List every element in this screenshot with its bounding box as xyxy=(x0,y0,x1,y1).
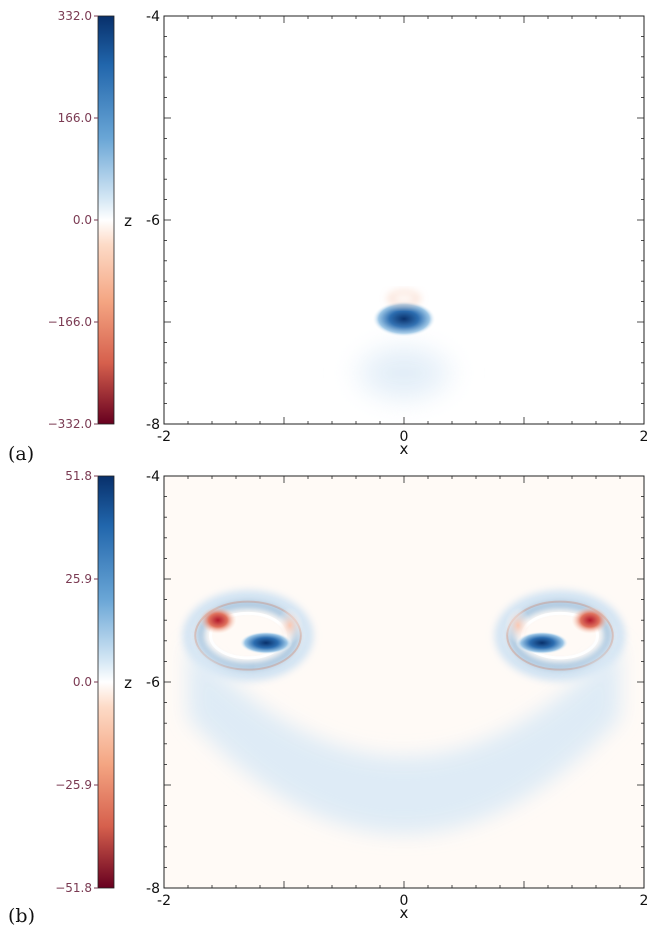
z-tick-label: -4 xyxy=(146,9,160,25)
positive-halo xyxy=(338,332,470,414)
x-tick-label: 0 xyxy=(400,893,409,909)
z-tick-label: -6 xyxy=(146,213,160,229)
z-axis-label: z xyxy=(124,212,132,230)
colorbar-tick-label: −51.8 xyxy=(55,881,92,895)
z-tick-label: -8 xyxy=(146,881,160,897)
x-axis-label: x xyxy=(400,440,409,458)
x-tick-label: -2 xyxy=(157,429,171,445)
positive-blob xyxy=(515,631,569,655)
vortex-ring-outer xyxy=(183,590,313,681)
vortex-ring-outer xyxy=(495,590,625,681)
x-tick-label: 2 xyxy=(640,429,649,445)
field-features xyxy=(338,291,470,414)
z-axis-label: z xyxy=(124,674,132,692)
panel-label: (b) xyxy=(8,905,35,927)
negative-arc xyxy=(388,291,420,306)
x-tick-label: 0 xyxy=(400,429,409,445)
x-tick-label: 2 xyxy=(640,893,649,909)
negative-blob xyxy=(199,606,237,634)
x-tick-label: -2 xyxy=(157,893,171,909)
colorbar xyxy=(97,15,115,425)
positive-band xyxy=(188,640,620,834)
colorbar xyxy=(97,475,115,889)
colorbar-tick-label: −332.0 xyxy=(48,417,92,431)
negative-blob xyxy=(504,607,532,644)
field-features xyxy=(183,590,625,834)
colorbar-tick-label: 0.0 xyxy=(73,213,92,227)
panel-0: 332.0 166.0 0.0 −166.0 −332.0 -2 0 2 -4 -6 -8 x z (a) xyxy=(8,9,648,465)
z-tick-label: -4 xyxy=(146,469,160,485)
colorbar-tick-label: −166.0 xyxy=(48,315,92,329)
colorbar-tick-label: 332.0 xyxy=(58,9,92,23)
z-tick-label: -8 xyxy=(146,417,160,433)
colorbar-tick-label: −25.9 xyxy=(55,778,92,792)
panel-1: 51.8 25.9 0.0 −25.9 −51.8 -2 0 2 -4 -6 -8 x z (b) xyxy=(8,469,648,927)
colorbar-tick-label: 25.9 xyxy=(65,572,92,586)
positive-blob xyxy=(239,631,293,655)
x-axis-label: x xyxy=(400,904,409,922)
colorbar-tick-label: 0.0 xyxy=(73,675,92,689)
z-tick-label: -6 xyxy=(146,675,160,691)
positive-blob xyxy=(372,300,436,337)
negative-blob xyxy=(276,607,304,644)
colorbar-tick-label: 166.0 xyxy=(58,111,92,125)
panel-label: (a) xyxy=(8,443,34,465)
colorbar-tick-label: 51.8 xyxy=(65,469,92,483)
negative-blob xyxy=(571,606,609,634)
